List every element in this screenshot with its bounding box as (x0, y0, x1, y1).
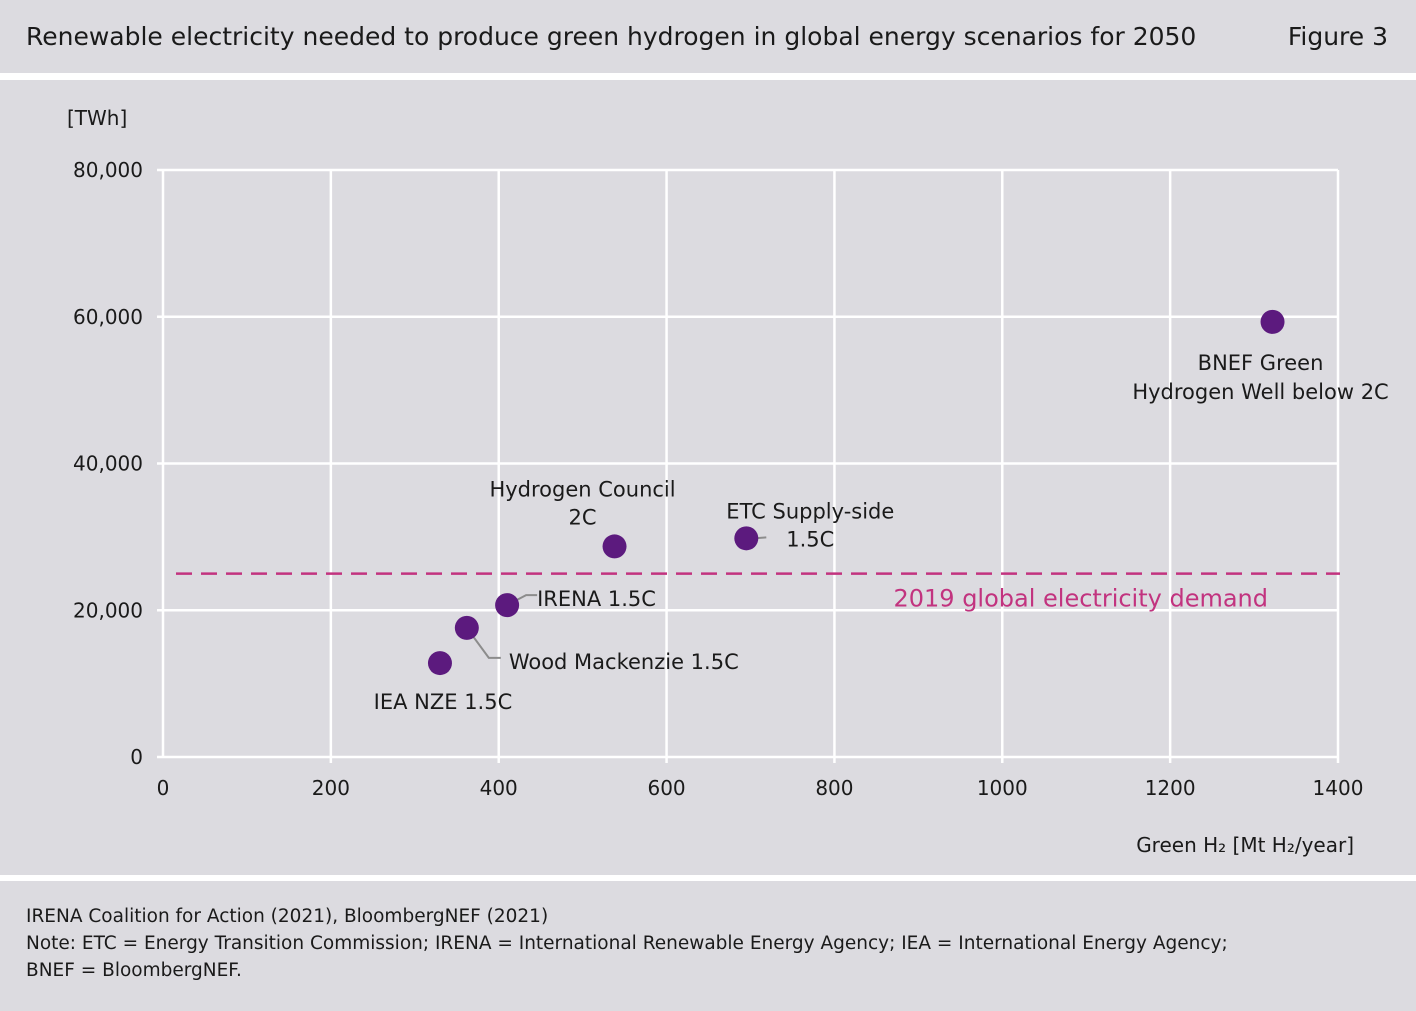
data-point-label: Wood Mackenzie 1.5C (509, 650, 739, 674)
y-tick-label: 0 (130, 745, 143, 769)
tick-label-layer: 0 200 400 600 800 1000 1200 1400 0 20,000 40,000 60… (73, 158, 1363, 800)
x-axis-label: Green H₂ [Mt H₂/year] (1136, 833, 1354, 857)
reference-layer: 2019 global electricity demand (176, 572, 1340, 613)
plot-band (0, 80, 1416, 875)
abbreviation-note-continued: BNEF = BloombergNEF. (26, 960, 242, 981)
data-point-label: ETC Supply-side 1.5C (726, 499, 894, 551)
point-layer (427, 309, 1285, 676)
y-tick-label: 60,000 (73, 305, 143, 329)
y-tick-label: 80,000 (73, 158, 143, 182)
x-tick-label: 1200 (1145, 776, 1196, 800)
chart-title: Renewable electricity needed to produce … (26, 22, 1197, 51)
data-point-label: BNEF Green Hydrogen Well below 2C (1132, 351, 1388, 404)
x-tick-label: 800 (815, 776, 853, 800)
y-tick-label: 40,000 (73, 452, 143, 476)
source-note: IRENA Coalition for Action (2021), Bloom… (26, 906, 549, 927)
x-tick-label: 1400 (1313, 776, 1364, 800)
data-point (602, 534, 627, 559)
point-label-layer: IEA NZE 1.5C Wood Mackenzie 1.5C IRENA 1.5… (374, 351, 1389, 714)
data-point (734, 526, 759, 551)
figure-label: Figure 3 (1287, 22, 1388, 51)
data-point (495, 593, 520, 618)
reference-line-label: 2019 global electricity demand (893, 585, 1268, 613)
header-band: Renewable electricity needed to produce … (0, 0, 1416, 73)
data-point (427, 651, 452, 676)
data-point (454, 615, 479, 640)
data-point (1260, 309, 1285, 334)
y-tick-label: 20,000 (73, 598, 143, 622)
footer-band: IRENA Coalition for Action (2021), Bloom… (0, 881, 1416, 1011)
x-tick-label: 600 (647, 776, 685, 800)
x-tick-label: 1000 (977, 776, 1028, 800)
y-axis-label: [TWh] (67, 106, 127, 130)
x-tick-label: 0 (157, 776, 170, 800)
leader-line (466, 627, 501, 659)
data-point-label: IEA NZE 1.5C (374, 690, 513, 714)
data-point-label: IRENA 1.5C (537, 587, 656, 611)
data-point-label: Hydrogen Council 2C (489, 477, 675, 529)
scatter-chart: 2019 global electricity demand 0 200 400 60… (67, 106, 1389, 857)
x-tick-label: 200 (312, 776, 350, 800)
abbreviation-note: Note: ETC = Energy Transition Commission… (26, 933, 1228, 954)
x-tick-label: 400 (480, 776, 518, 800)
grid-layer (157, 168, 1340, 763)
